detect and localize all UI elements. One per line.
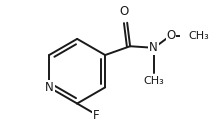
Text: CH₃: CH₃ bbox=[188, 31, 209, 41]
Text: O: O bbox=[119, 5, 129, 18]
Text: O: O bbox=[167, 29, 176, 43]
Text: N: N bbox=[149, 41, 158, 54]
Text: CH₃: CH₃ bbox=[143, 76, 164, 86]
Text: F: F bbox=[93, 109, 100, 122]
Text: N: N bbox=[45, 81, 54, 94]
